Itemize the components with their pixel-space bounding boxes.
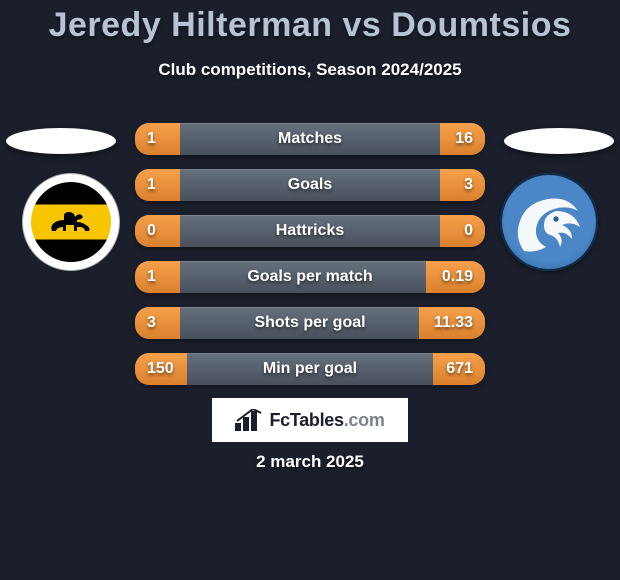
stat-fill-right	[419, 307, 485, 339]
stat-fill-left	[135, 123, 180, 155]
player2-name: Doumtsios	[391, 6, 571, 44]
watermark-brand: FcTables	[269, 410, 343, 430]
stat-bar: 13Goals	[135, 169, 485, 201]
player2-ellipse	[504, 128, 614, 154]
stat-bars: 116Matches 13Goals 00Hattricks 10.19Goals p…	[135, 123, 485, 399]
stat-bar: 00Hattricks	[135, 215, 485, 247]
player1-club-crest	[22, 173, 120, 271]
horse-icon	[47, 207, 95, 237]
stat-label: Matches	[135, 123, 485, 155]
stat-fill-right	[440, 123, 485, 155]
stat-fill-left	[135, 169, 180, 201]
stat-bar: 10.19Goals per match	[135, 261, 485, 293]
player1-name: Jeredy Hilterman	[49, 6, 333, 44]
stat-fill-left	[135, 307, 180, 339]
stat-bar: 116Matches	[135, 123, 485, 155]
fctables-logo-icon	[235, 409, 265, 431]
player1-ellipse	[6, 128, 116, 154]
stat-label: Hattricks	[135, 215, 485, 247]
date-label: 2 march 2025	[0, 452, 620, 472]
stat-fill-right	[433, 353, 485, 385]
vs-separator: vs	[333, 6, 392, 44]
stat-bar: 311.33Shots per goal	[135, 307, 485, 339]
subtitle: Club competitions, Season 2024/2025	[0, 60, 620, 80]
fctables-watermark: FcTables.com	[212, 398, 408, 442]
dragon-icon	[508, 181, 590, 263]
stat-fill-left	[135, 261, 180, 293]
stat-fill-left	[135, 353, 187, 385]
stat-fill-right	[440, 215, 485, 247]
watermark-tld: .com	[344, 410, 385, 430]
stat-label: Goals	[135, 169, 485, 201]
watermark-text: FcTables.com	[269, 410, 384, 431]
stat-fill-left	[135, 215, 180, 247]
player2-club-crest	[500, 173, 598, 271]
stat-fill-right	[426, 261, 485, 293]
page-title: Jeredy Hilterman vs Doumtsios	[0, 6, 620, 45]
comparison-infographic: Jeredy Hilterman vs Doumtsios Club compe…	[0, 0, 620, 580]
stat-fill-right	[440, 169, 485, 201]
stat-bar: 150671Min per goal	[135, 353, 485, 385]
